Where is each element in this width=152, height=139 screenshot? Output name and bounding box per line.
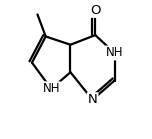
Text: N: N (88, 93, 97, 106)
Text: NH: NH (42, 82, 60, 95)
Text: NH: NH (106, 46, 123, 59)
Text: O: O (90, 4, 100, 17)
